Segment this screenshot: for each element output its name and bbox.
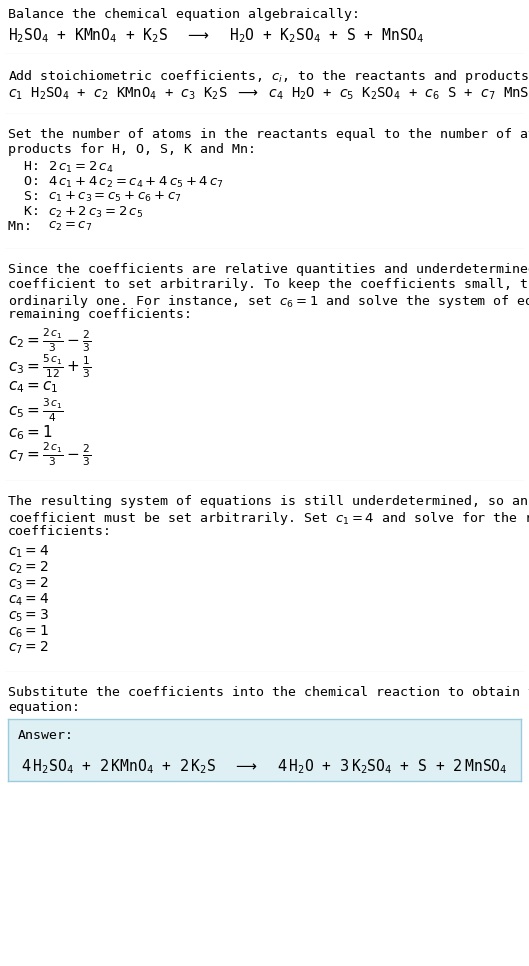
- Text: Add stoichiometric coefficients, $c_i$, to the reactants and products:: Add stoichiometric coefficients, $c_i$, …: [8, 68, 529, 85]
- Text: Mn:: Mn:: [8, 220, 40, 233]
- Text: $c_1 = 4$: $c_1 = 4$: [8, 544, 49, 560]
- Text: $2\,c_1 = 2\,c_4$: $2\,c_1 = 2\,c_4$: [48, 160, 114, 175]
- Text: products for H, O, S, K and Mn:: products for H, O, S, K and Mn:: [8, 143, 256, 156]
- Text: $c_3 = 2$: $c_3 = 2$: [8, 576, 49, 592]
- Text: $c_2 = \frac{2\,c_1}{3} - \frac{2}{3}$: $c_2 = \frac{2\,c_1}{3} - \frac{2}{3}$: [8, 327, 91, 355]
- Text: $c_7 = \frac{2\,c_1}{3} - \frac{2}{3}$: $c_7 = \frac{2\,c_1}{3} - \frac{2}{3}$: [8, 441, 91, 469]
- Text: O:: O:: [8, 175, 48, 188]
- Text: The resulting system of equations is still underdetermined, so an additional: The resulting system of equations is sti…: [8, 495, 529, 508]
- Text: S:: S:: [8, 190, 48, 203]
- Text: $c_4 = 4$: $c_4 = 4$: [8, 592, 49, 609]
- Text: Set the number of atoms in the reactants equal to the number of atoms in the: Set the number of atoms in the reactants…: [8, 128, 529, 141]
- Text: remaining coefficients:: remaining coefficients:: [8, 308, 192, 321]
- Text: $c_5 = \frac{3\,c_1}{4}$: $c_5 = \frac{3\,c_1}{4}$: [8, 397, 64, 424]
- Text: $c_2 = 2$: $c_2 = 2$: [8, 560, 49, 577]
- Text: Answer:: Answer:: [18, 729, 74, 742]
- Text: coefficient must be set arbitrarily. Set $c_1 = 4$ and solve for the remaining: coefficient must be set arbitrarily. Set…: [8, 510, 529, 527]
- Text: coefficients:: coefficients:: [8, 525, 112, 538]
- Text: coefficient to set arbitrarily. To keep the coefficients small, the arbitrary va: coefficient to set arbitrarily. To keep …: [8, 278, 529, 291]
- Text: $c_2 = c_7$: $c_2 = c_7$: [48, 220, 92, 233]
- Text: $c_3 = \frac{5\,c_1}{12} + \frac{1}{3}$: $c_3 = \frac{5\,c_1}{12} + \frac{1}{3}$: [8, 353, 91, 381]
- Text: Substitute the coefficients into the chemical reaction to obtain the balanced: Substitute the coefficients into the che…: [8, 686, 529, 699]
- Text: $4\,\mathregular{H_2SO_4}$ + $2\,\mathregular{KMnO_4}$ + $2\,\mathregular{K_2S}$: $4\,\mathregular{H_2SO_4}$ + $2\,\mathre…: [21, 757, 508, 776]
- Text: $c_6 = 1$: $c_6 = 1$: [8, 423, 52, 441]
- Text: H:: H:: [8, 160, 48, 173]
- Text: $c_4 = c_1$: $c_4 = c_1$: [8, 379, 58, 395]
- Text: $c_5 = 3$: $c_5 = 3$: [8, 608, 49, 624]
- Text: $c_1 + c_3 = c_5 + c_6 + c_7$: $c_1 + c_3 = c_5 + c_6 + c_7$: [48, 190, 181, 204]
- Text: Balance the chemical equation algebraically:: Balance the chemical equation algebraica…: [8, 8, 360, 21]
- Text: equation:: equation:: [8, 701, 80, 714]
- Text: $4\,c_1 + 4\,c_2 = c_4 + 4\,c_5 + 4\,c_7$: $4\,c_1 + 4\,c_2 = c_4 + 4\,c_5 + 4\,c_7…: [48, 175, 224, 190]
- Text: $c_2 + 2\,c_3 = 2\,c_5$: $c_2 + 2\,c_3 = 2\,c_5$: [48, 205, 143, 220]
- Text: Since the coefficients are relative quantities and underdetermined, choose a: Since the coefficients are relative quan…: [8, 263, 529, 276]
- Text: ordinarily one. For instance, set $c_6 = 1$ and solve the system of equations fo: ordinarily one. For instance, set $c_6 =…: [8, 293, 529, 310]
- Text: $c_7 = 2$: $c_7 = 2$: [8, 640, 49, 657]
- Text: $c_1$ $\mathregular{H_2SO_4}$ + $c_2$ $\mathregular{KMnO_4}$ + $c_3$ $\mathregul: $c_1$ $\mathregular{H_2SO_4}$ + $c_2$ $\…: [8, 86, 529, 102]
- Text: $\mathregular{H_2SO_4}$ + $\mathregular{KMnO_4}$ + $\mathregular{K_2S}$  $\longr: $\mathregular{H_2SO_4}$ + $\mathregular{…: [8, 26, 425, 44]
- Text: $c_6 = 1$: $c_6 = 1$: [8, 624, 49, 640]
- Text: K:: K:: [8, 205, 48, 218]
